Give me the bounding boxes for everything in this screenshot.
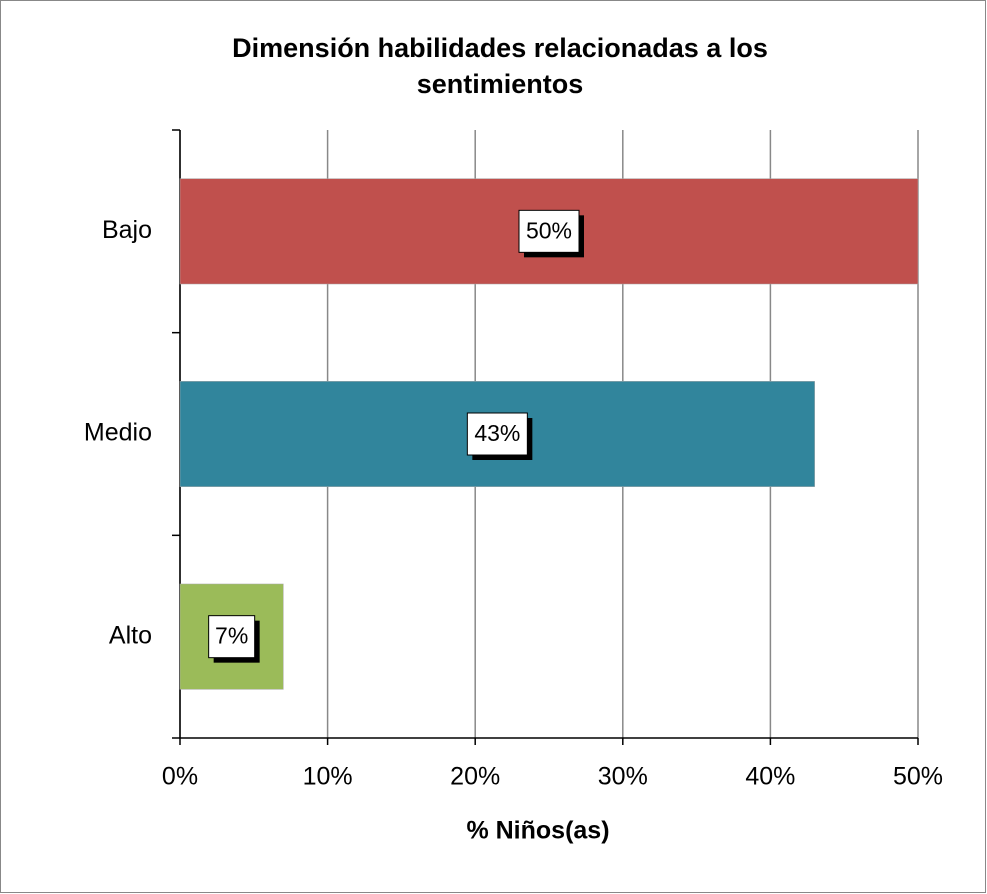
- data-label: 43%: [474, 420, 520, 446]
- x-tick-label: 10%: [303, 763, 353, 791]
- y-tick-label: Bajo: [102, 216, 152, 244]
- x-tick-label: 20%: [450, 763, 500, 791]
- x-axis-title: % Niños(as): [466, 817, 609, 845]
- data-label: 50%: [526, 217, 572, 243]
- x-tick-label: 40%: [745, 763, 795, 791]
- data-label-box: [466, 412, 528, 456]
- data-label: 7%: [215, 623, 248, 649]
- x-tick-label: 0%: [162, 763, 198, 791]
- y-tick-label: Medio: [84, 419, 152, 447]
- x-tick-label: 30%: [598, 763, 648, 791]
- data-label-box: [208, 615, 256, 659]
- y-tick-label: Alto: [109, 621, 152, 649]
- data-label-box: [518, 209, 580, 253]
- x-tick-label: 50%: [893, 763, 943, 791]
- chart-title: Dimensión habilidades relacionadas a los…: [232, 33, 768, 99]
